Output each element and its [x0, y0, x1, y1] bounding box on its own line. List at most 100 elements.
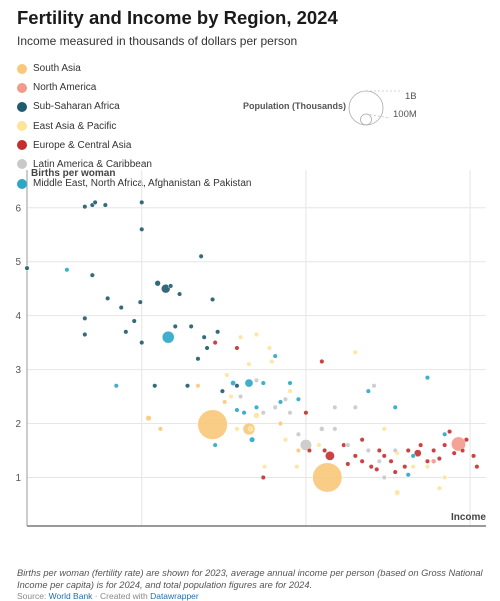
data-point-middle-east-north-africa-afghanistan-pakistan[interactable]	[272, 353, 278, 359]
data-point-sub-saharan-africa[interactable]	[118, 304, 124, 311]
data-point-latin-america-caribbean[interactable]	[365, 447, 371, 454]
data-point-south-asia[interactable]	[312, 462, 343, 493]
data-point-sub-saharan-africa[interactable]	[188, 323, 194, 329]
data-point-sub-saharan-africa[interactable]	[161, 283, 171, 294]
data-point-east-asia-pacific[interactable]	[253, 331, 260, 338]
data-point-latin-america-caribbean[interactable]	[287, 410, 293, 416]
data-point-europe-central-asia[interactable]	[418, 442, 424, 448]
data-point-europe-central-asia[interactable]	[436, 456, 442, 462]
data-point-middle-east-north-africa-afghanistan-pakistan[interactable]	[253, 404, 260, 410]
data-point-latin-america-caribbean[interactable]	[376, 458, 382, 464]
data-point-north-america[interactable]	[430, 458, 437, 465]
data-point-middle-east-north-africa-afghanistan-pakistan[interactable]	[424, 375, 431, 381]
data-point-europe-central-asia[interactable]	[322, 447, 328, 454]
data-point-east-asia-pacific[interactable]	[248, 426, 254, 432]
data-point-sub-saharan-africa[interactable]	[24, 265, 30, 271]
data-point-sub-saharan-africa[interactable]	[123, 329, 129, 335]
data-point-europe-central-asia[interactable]	[319, 358, 325, 365]
data-point-middle-east-north-africa-afghanistan-pakistan[interactable]	[161, 330, 175, 344]
data-point-europe-central-asia[interactable]	[442, 442, 448, 448]
data-point-middle-east-north-africa-afghanistan-pakistan[interactable]	[365, 388, 371, 394]
data-point-sub-saharan-africa[interactable]	[139, 340, 145, 346]
data-point-sub-saharan-africa[interactable]	[89, 272, 95, 278]
data-point-south-asia[interactable]	[145, 415, 152, 422]
data-point-east-asia-pacific[interactable]	[287, 388, 293, 394]
data-point-sub-saharan-africa[interactable]	[152, 383, 158, 389]
data-point-middle-east-north-africa-afghanistan-pakistan[interactable]	[442, 431, 448, 437]
data-point-east-asia-pacific[interactable]	[436, 485, 442, 491]
data-point-europe-central-asia[interactable]	[345, 461, 351, 467]
data-point-europe-central-asia[interactable]	[359, 437, 365, 443]
data-point-sub-saharan-africa[interactable]	[131, 318, 137, 324]
data-point-sub-saharan-africa[interactable]	[137, 299, 143, 305]
data-point-north-america[interactable]	[451, 436, 466, 452]
data-point-sub-saharan-africa[interactable]	[201, 334, 207, 340]
data-point-east-asia-pacific[interactable]	[262, 464, 268, 470]
data-point-sub-saharan-africa[interactable]	[139, 199, 145, 205]
data-point-sub-saharan-africa[interactable]	[92, 199, 98, 205]
data-point-sub-saharan-africa[interactable]	[215, 329, 221, 335]
data-point-middle-east-north-africa-afghanistan-pakistan[interactable]	[392, 404, 398, 410]
data-point-east-asia-pacific[interactable]	[394, 489, 401, 496]
data-point-europe-central-asia[interactable]	[447, 429, 453, 435]
data-point-sub-saharan-africa[interactable]	[139, 226, 145, 232]
data-point-europe-central-asia[interactable]	[303, 410, 309, 416]
data-point-europe-central-asia[interactable]	[212, 340, 218, 346]
data-point-middle-east-north-africa-afghanistan-pakistan[interactable]	[241, 410, 247, 416]
data-point-latin-america-caribbean[interactable]	[332, 404, 338, 410]
data-point-europe-central-asia[interactable]	[306, 447, 312, 454]
data-point-sub-saharan-africa[interactable]	[168, 283, 174, 289]
data-point-latin-america-caribbean[interactable]	[381, 474, 387, 481]
data-point-middle-east-north-africa-afghanistan-pakistan[interactable]	[212, 442, 218, 448]
data-point-europe-central-asia[interactable]	[374, 466, 380, 472]
data-point-middle-east-north-africa-afghanistan-pakistan[interactable]	[249, 436, 256, 443]
data-point-europe-central-asia[interactable]	[234, 345, 240, 351]
data-point-sub-saharan-africa[interactable]	[172, 323, 178, 329]
data-point-sub-saharan-africa[interactable]	[219, 388, 225, 394]
data-point-europe-central-asia[interactable]	[325, 450, 335, 461]
data-point-east-asia-pacific[interactable]	[266, 345, 273, 351]
data-point-east-asia-pacific[interactable]	[224, 372, 230, 378]
data-point-sub-saharan-africa[interactable]	[82, 331, 88, 338]
data-point-europe-central-asia[interactable]	[381, 453, 387, 459]
data-point-sub-saharan-africa[interactable]	[102, 202, 108, 208]
source-link-datawrapper[interactable]: Datawrapper	[150, 591, 199, 601]
data-point-east-asia-pacific[interactable]	[234, 426, 240, 432]
data-point-sub-saharan-africa[interactable]	[177, 291, 183, 297]
data-point-europe-central-asia[interactable]	[388, 458, 394, 464]
data-point-europe-central-asia[interactable]	[402, 464, 408, 470]
data-point-europe-central-asia[interactable]	[431, 447, 437, 454]
data-point-latin-america-caribbean[interactable]	[260, 410, 266, 416]
data-point-latin-america-caribbean[interactable]	[282, 396, 288, 402]
data-point-sub-saharan-africa[interactable]	[195, 356, 201, 362]
data-point-south-asia[interactable]	[277, 420, 284, 427]
data-point-east-asia-pacific[interactable]	[246, 361, 252, 367]
data-point-europe-central-asia[interactable]	[474, 464, 480, 470]
data-point-east-asia-pacific[interactable]	[282, 437, 288, 443]
data-point-middle-east-north-africa-afghanistan-pakistan[interactable]	[230, 380, 236, 386]
data-point-middle-east-north-africa-afghanistan-pakistan[interactable]	[64, 267, 70, 273]
source-link-world-bank[interactable]: World Bank	[48, 591, 93, 601]
data-point-latin-america-caribbean[interactable]	[392, 447, 398, 454]
data-point-europe-central-asia[interactable]	[463, 437, 469, 443]
data-point-europe-central-asia[interactable]	[260, 474, 266, 481]
data-point-middle-east-north-africa-afghanistan-pakistan[interactable]	[260, 380, 266, 386]
data-point-east-asia-pacific[interactable]	[424, 464, 431, 470]
data-point-europe-central-asia[interactable]	[352, 453, 358, 459]
data-point-sub-saharan-africa[interactable]	[204, 345, 210, 351]
data-point-europe-central-asia[interactable]	[460, 447, 466, 454]
data-point-europe-central-asia[interactable]	[376, 447, 382, 454]
data-point-east-asia-pacific[interactable]	[352, 349, 358, 355]
data-point-east-asia-pacific[interactable]	[442, 474, 448, 481]
data-point-latin-america-caribbean[interactable]	[253, 377, 260, 383]
data-point-latin-america-caribbean[interactable]	[272, 404, 278, 410]
data-point-sub-saharan-africa[interactable]	[184, 383, 191, 389]
data-point-sub-saharan-africa[interactable]	[210, 296, 216, 303]
data-point-sub-saharan-africa[interactable]	[82, 315, 88, 321]
data-point-east-asia-pacific[interactable]	[269, 358, 275, 365]
data-point-latin-america-caribbean[interactable]	[238, 393, 244, 400]
data-point-south-asia[interactable]	[197, 409, 228, 440]
data-point-sub-saharan-africa[interactable]	[82, 204, 88, 210]
data-point-sub-saharan-africa[interactable]	[154, 280, 161, 287]
data-point-latin-america-caribbean[interactable]	[345, 442, 351, 448]
